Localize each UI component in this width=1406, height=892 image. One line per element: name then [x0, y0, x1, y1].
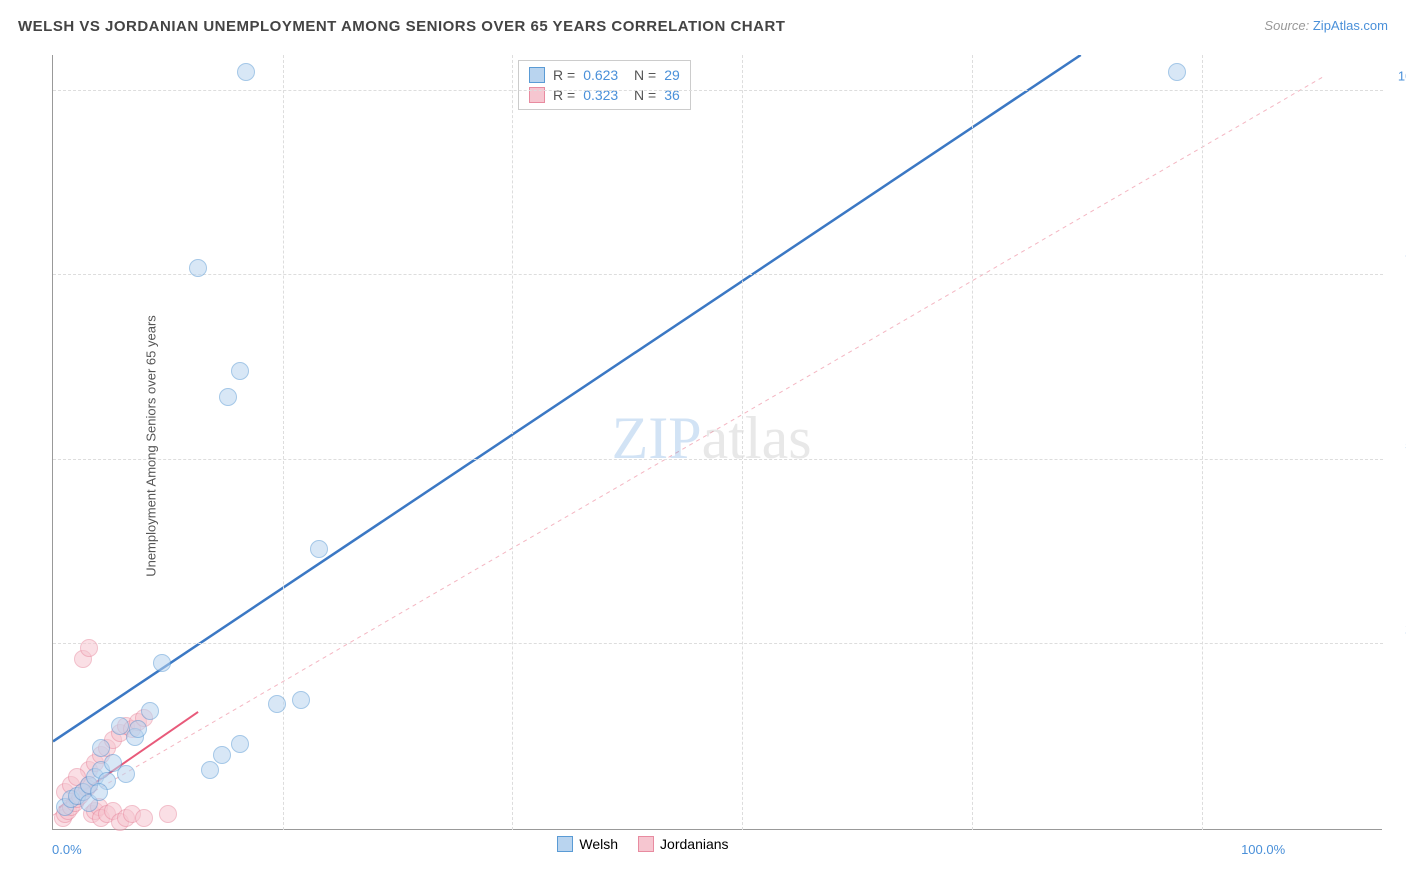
legend-swatch	[529, 67, 545, 83]
data-point	[153, 654, 171, 672]
bottom-legend: Welsh Jordanians	[557, 836, 728, 852]
stats-n-label: N =	[626, 67, 656, 83]
legend-swatch	[557, 836, 573, 852]
grid-line-v	[1202, 55, 1203, 830]
data-point	[1168, 63, 1186, 81]
legend-item: Jordanians	[638, 836, 729, 852]
grid-line-h	[53, 459, 1383, 460]
data-point	[201, 761, 219, 779]
y-tick-label: 50.0%	[1387, 437, 1406, 452]
stats-r-label: R =	[553, 67, 575, 83]
data-point	[141, 702, 159, 720]
y-tick-label: 25.0%	[1387, 622, 1406, 637]
watermark: ZIPatlas	[612, 404, 812, 473]
trend-lines-layer	[53, 55, 1383, 830]
y-tick-label: 100.0%	[1387, 68, 1406, 83]
data-point	[189, 259, 207, 277]
legend-item: Welsh	[557, 836, 618, 852]
grid-line-h	[53, 90, 1383, 91]
stats-row: R = 0.623 N = 29	[529, 65, 680, 85]
data-point	[90, 783, 108, 801]
data-point	[129, 720, 147, 738]
grid-line-v	[742, 55, 743, 830]
data-point	[135, 809, 153, 827]
data-point	[159, 805, 177, 823]
grid-line-h	[53, 643, 1383, 644]
legend-swatch	[638, 836, 654, 852]
grid-line-v	[283, 55, 284, 830]
stats-row: R = 0.323 N = 36	[529, 85, 680, 105]
x-tick-max: 100.0%	[1241, 842, 1285, 857]
grid-line-v	[512, 55, 513, 830]
data-point	[92, 739, 110, 757]
source-attribution: Source: ZipAtlas.com	[1264, 18, 1388, 33]
data-point	[310, 540, 328, 558]
data-point	[80, 639, 98, 657]
data-point	[231, 362, 249, 380]
stats-r-value: 0.623	[583, 67, 618, 83]
data-point	[237, 63, 255, 81]
source-link[interactable]: ZipAtlas.com	[1313, 18, 1388, 33]
legend-label: Jordanians	[660, 836, 729, 852]
chart-title: WELSH VS JORDANIAN UNEMPLOYMENT AMONG SE…	[18, 18, 785, 35]
watermark-atlas: atlas	[702, 405, 812, 471]
data-point	[292, 691, 310, 709]
data-point	[268, 695, 286, 713]
grid-line-h	[53, 274, 1383, 275]
stats-n-value: 29	[664, 67, 680, 83]
grid-line-v	[972, 55, 973, 830]
data-point	[117, 765, 135, 783]
x-tick-min: 0.0%	[52, 842, 82, 857]
source-label: Source:	[1264, 18, 1309, 33]
data-point	[213, 746, 231, 764]
data-point	[231, 735, 249, 753]
y-tick-label: 75.0%	[1387, 253, 1406, 268]
data-point	[111, 717, 129, 735]
stats-box: R = 0.623 N = 29R = 0.323 N = 36	[518, 60, 691, 110]
data-point	[219, 388, 237, 406]
chart-container: WELSH VS JORDANIAN UNEMPLOYMENT AMONG SE…	[0, 0, 1406, 892]
plot-area: R = 0.623 N = 29R = 0.323 N = 36 ZIPatla…	[52, 55, 1382, 830]
legend-label: Welsh	[579, 836, 618, 852]
watermark-zip: ZIP	[612, 405, 702, 471]
